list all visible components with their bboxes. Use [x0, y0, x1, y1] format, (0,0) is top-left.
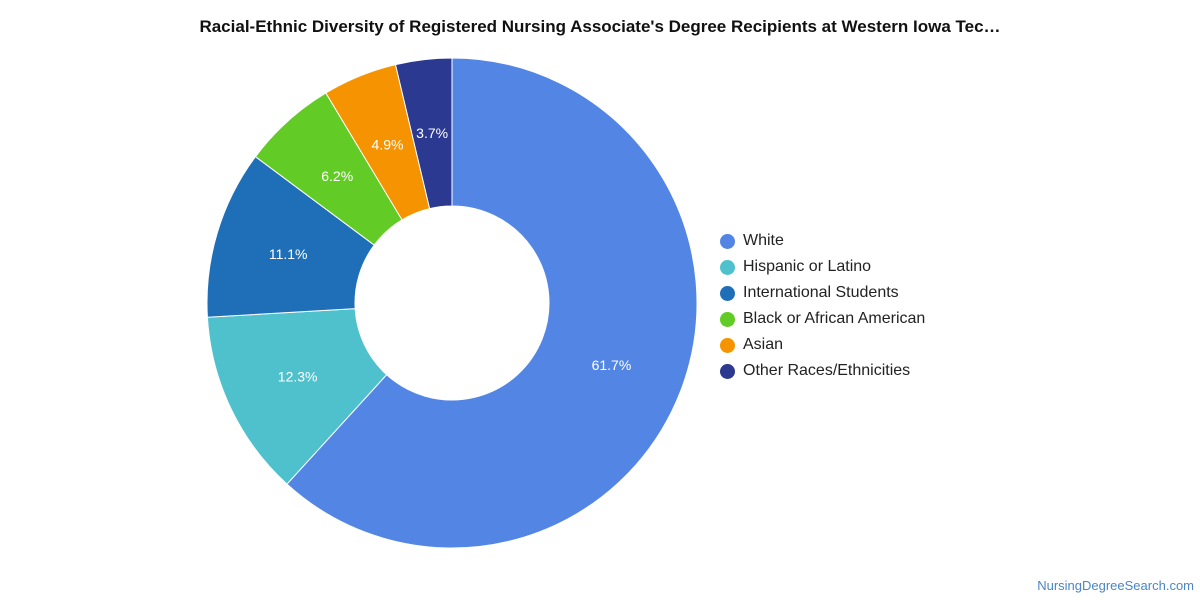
legend-swatch	[720, 285, 735, 301]
slice-international-students[interactable]	[206, 155, 375, 318]
legend-item[interactable]: International Students	[720, 280, 925, 306]
slice-hispanic-or-latino[interactable]	[206, 308, 388, 485]
legend-item[interactable]: Asian	[720, 332, 925, 358]
legend-item[interactable]: Other Races/Ethnicities	[720, 358, 925, 384]
legend-label: Other Races/Ethnicities	[743, 362, 911, 379]
slice-value-label: 3.7%	[416, 125, 448, 141]
slice-value-label: 11.1%	[269, 246, 308, 262]
legend-item[interactable]: Black or African American	[720, 306, 925, 332]
legend-swatch	[720, 233, 735, 249]
legend-label: International Students	[743, 284, 899, 301]
legend-item[interactable]: Hispanic or Latino	[720, 254, 925, 280]
legend-label: Hispanic or Latino	[743, 258, 872, 275]
legend: White Hispanic or Latino International Stu…	[720, 228, 925, 384]
legend-item[interactable]: White	[720, 228, 925, 254]
slice-value-label: 61.7%	[592, 357, 632, 373]
legend-swatch	[720, 363, 735, 379]
slice-value-label: 12.3%	[278, 369, 318, 385]
slice-value-label: 6.2%	[321, 168, 353, 184]
slice-value-label: 4.9%	[372, 137, 404, 153]
legend-swatch	[720, 311, 735, 327]
legend-swatch	[720, 259, 735, 275]
legend-label: White	[743, 232, 784, 249]
legend-label: Asian	[743, 336, 784, 353]
legend-swatch	[720, 337, 735, 353]
chart-title: Racial-Ethnic Diversity of Registered Nu…	[199, 17, 1001, 36]
slice-other-races-ethnicities[interactable]	[394, 57, 453, 210]
slice-white[interactable]	[286, 57, 698, 549]
watermark-link[interactable]: NursingDegreeSearch.com	[1037, 578, 1194, 593]
legend-label: Black or African American	[743, 310, 926, 327]
